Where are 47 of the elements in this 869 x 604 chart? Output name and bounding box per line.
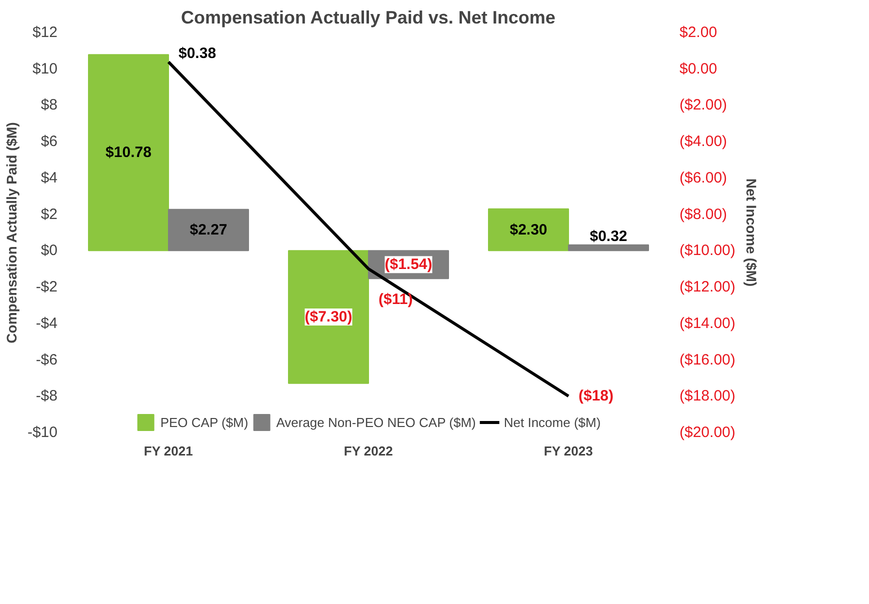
y-tick-label: $2 (40, 206, 58, 223)
y2-tick-label: ($18.00) (680, 388, 736, 405)
x-tick-label: FY 2022 (344, 444, 393, 458)
data-label: ($1.54) (384, 256, 432, 274)
data-label: $2.30 (510, 221, 548, 238)
y-axis-title: Compensation Actually Paid ($M) (3, 122, 20, 344)
bar (568, 244, 649, 252)
y-tick-label: -$4 (36, 314, 58, 332)
y2-tick-label: $2.00 (680, 24, 718, 41)
legend-label: Net Income ($M) (504, 414, 601, 430)
y-tick-label: -$6 (36, 351, 58, 368)
data-label: $10.78 (106, 144, 152, 162)
data-label: ($11) (378, 290, 413, 308)
bar (488, 208, 569, 252)
data-label: ($7.30) (304, 308, 352, 326)
data-label: $0.38 (178, 44, 216, 62)
y-tick-label: $10 (32, 60, 58, 78)
y-tick-label: $4 (40, 169, 58, 186)
y2-tick-label: ($8.00) (680, 206, 728, 223)
y-tick-label: $12 (32, 24, 58, 41)
y-tick-label: $0 (40, 242, 58, 260)
y2-tick-label: ($10.00) (680, 242, 736, 260)
y2-tick-label: ($14.00) (680, 314, 736, 332)
y2-tick-label: ($16.00) (680, 351, 736, 368)
y2-axis-title: Net Income ($M) (743, 178, 760, 287)
y-tick-label: -$2 (36, 278, 58, 296)
y-tick-label: $6 (40, 133, 58, 150)
y-tick-label: $8 (40, 96, 58, 114)
y2-tick-label: ($12.00) (680, 278, 736, 296)
x-tick-label: FY 2021 (144, 444, 193, 458)
legend-label: Average Non-PEO NEO CAP ($M) (276, 414, 476, 430)
y2-tick-label: $0.00 (680, 60, 718, 78)
y-tick-label: -$10 (27, 424, 58, 441)
data-label: $2.27 (190, 222, 228, 239)
y2-tick-label: ($2.00) (680, 96, 728, 114)
y2-tick-label: ($6.00) (680, 169, 728, 186)
y-tick-label: -$8 (36, 388, 58, 405)
data-label: ($18) (578, 388, 614, 405)
y2-tick-label: ($4.00) (680, 133, 728, 150)
data-label: $0.32 (590, 228, 628, 245)
bar (288, 250, 369, 384)
bar (168, 208, 249, 252)
legend-label: PEO CAP ($M) (160, 414, 248, 430)
bar (88, 54, 169, 252)
chart-title: Compensation Actually Paid vs. Net Income (180, 8, 556, 28)
y2-tick-label: ($20.00) (680, 424, 736, 441)
x-tick-label: FY 2023 (544, 444, 593, 458)
